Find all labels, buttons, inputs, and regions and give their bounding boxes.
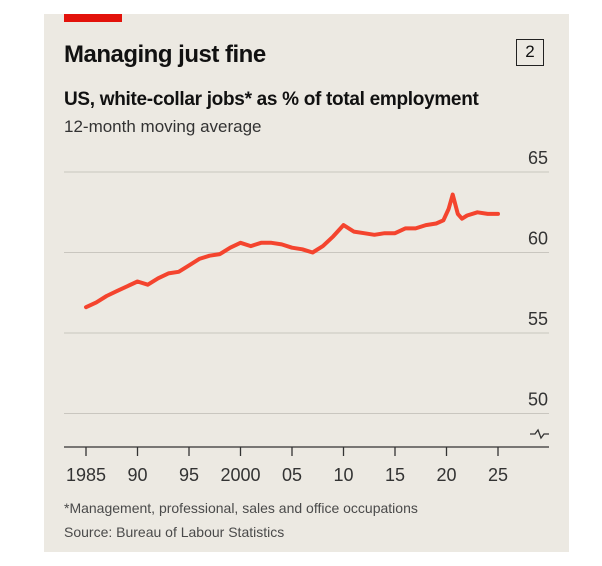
gridlines bbox=[64, 171, 549, 414]
x-tick-label-95: 95 bbox=[179, 465, 199, 485]
x-tick-label-20: 20 bbox=[436, 465, 456, 485]
brand-accent-bar bbox=[64, 14, 122, 22]
chart-footnote: *Management, professional, sales and off… bbox=[64, 500, 418, 516]
series-lines bbox=[84, 192, 500, 310]
x-tick-label-15: 15 bbox=[385, 465, 405, 485]
x-axis-tick-labels: 1985 90 95 2000 05 10 15 20 25 bbox=[66, 465, 508, 485]
chart-source: Source: Bureau of Labour Statistics bbox=[64, 524, 285, 540]
y-tick-label-50: 50 bbox=[528, 390, 548, 410]
chart-description: 12-month moving average bbox=[64, 117, 262, 136]
x-axis bbox=[64, 428, 549, 456]
chart-subtitle: US, white-collar jobs* as % of total emp… bbox=[64, 89, 479, 110]
x-tick-label-90: 90 bbox=[127, 465, 147, 485]
y-tick-label-60: 60 bbox=[528, 229, 548, 249]
axis-break-icon bbox=[530, 428, 549, 440]
y-tick-label-55: 55 bbox=[528, 309, 548, 329]
chart-number-badge: 2 bbox=[516, 39, 544, 66]
x-tick-label-25: 25 bbox=[488, 465, 508, 485]
y-tick-label-65: 65 bbox=[528, 148, 548, 168]
chart-title: Managing just fine bbox=[64, 41, 266, 68]
x-tick-label-2000: 2000 bbox=[220, 465, 260, 485]
x-tick-label-10: 10 bbox=[333, 465, 353, 485]
y-axis-tick-labels: 65 60 55 50 bbox=[528, 148, 548, 410]
x-tick-label-05: 05 bbox=[282, 465, 302, 485]
chart-card: Managing just fine 2 US, white-collar jo… bbox=[44, 14, 569, 552]
line-chart: 65 60 55 50 1985 90 95 2000 05 10 15 20 25 bbox=[64, 148, 549, 485]
x-tick-label-1985: 1985 bbox=[66, 465, 106, 485]
series-line-0 bbox=[84, 192, 500, 310]
